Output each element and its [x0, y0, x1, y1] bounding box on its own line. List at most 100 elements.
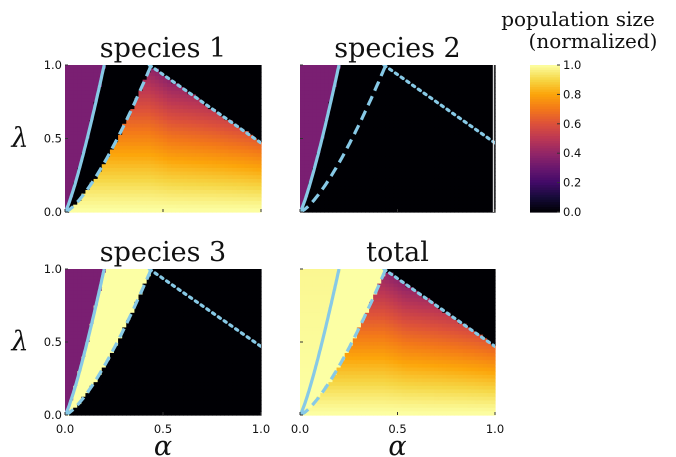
heatmap-cell: [409, 123, 415, 129]
heatmap-cell: [224, 105, 229, 110]
heatmap-cell: [365, 149, 370, 154]
heatmap-cell: [179, 120, 185, 125]
heatmap-cell: [199, 269, 205, 274]
heatmap-cell: [232, 109, 238, 114]
heatmap-cell: [138, 193, 144, 198]
heatmap-cell: [397, 189, 403, 195]
heatmap-cell: [212, 272, 217, 277]
heatmap-cell: [77, 287, 82, 292]
heatmap-cell: [191, 283, 197, 288]
heatmap-cell: [236, 323, 242, 328]
heatmap-cell: [142, 142, 148, 147]
heatmap-cell: [442, 197, 447, 202]
heatmap-cell: [450, 145, 455, 151]
heatmap-cell: [474, 90, 480, 95]
heatmap-cell: [482, 164, 488, 169]
heatmap-cell: [150, 298, 156, 303]
heatmap-cell: [216, 305, 221, 310]
heatmap-cell: [304, 167, 309, 173]
heatmap-cell: [191, 334, 197, 339]
heatmap-cell: [405, 127, 411, 132]
heatmap-cell: [167, 294, 172, 299]
heatmap-cell: [195, 287, 201, 292]
heatmap-cell: [191, 98, 197, 103]
heatmap-cell: [454, 116, 460, 121]
heatmap-cell: [256, 290, 262, 296]
heatmap-cell: [179, 98, 185, 103]
heatmap-cell: [150, 305, 156, 310]
heatmap-cell: [65, 90, 70, 95]
heatmap-cell: [183, 305, 189, 310]
heatmap-cell: [97, 305, 103, 310]
heatmap-cell: [187, 312, 193, 318]
heatmap-cell: [114, 83, 119, 88]
heatmap-cell: [154, 90, 160, 95]
heatmap-cell: [105, 145, 111, 151]
heatmap-cell: [389, 138, 395, 143]
heatmap-cell: [142, 149, 148, 154]
heatmap-cell: [101, 178, 107, 184]
heatmap-cell: [171, 200, 176, 206]
heatmap-cell: [183, 153, 189, 158]
heatmap-cell: [377, 68, 382, 73]
heatmap-cell: [65, 298, 70, 303]
heatmap-cell: [344, 76, 350, 81]
heatmap-cell: [85, 349, 91, 354]
heatmap-cell: [328, 200, 334, 206]
heatmap-cell: [409, 178, 415, 184]
heatmap-cell: [122, 160, 127, 165]
heatmap-cell: [105, 68, 111, 73]
heatmap-cell: [348, 175, 354, 180]
heatmap-cell: [150, 164, 156, 169]
heatmap-cell: [224, 327, 229, 332]
heatmap-cell: [89, 305, 95, 310]
heatmap-cell: [122, 68, 127, 73]
heatmap-cell: [101, 182, 107, 187]
heatmap-cell: [175, 342, 180, 347]
heatmap-cell: [167, 301, 172, 307]
heatmap-cell: [332, 182, 338, 187]
heatmap-cell: [77, 142, 82, 147]
heatmap-cell: [308, 120, 313, 125]
heatmap-cell: [365, 167, 370, 173]
heatmap-cell: [158, 112, 164, 118]
heatmap-cell: [81, 301, 87, 307]
y-tick-label: 0.5: [44, 132, 62, 146]
heatmap-cell: [462, 182, 468, 187]
heatmap-cell: [150, 68, 156, 73]
heatmap-cell: [369, 189, 374, 195]
heatmap-cell: [118, 120, 123, 125]
heatmap-cell: [93, 338, 99, 343]
heatmap-cell: [300, 68, 305, 73]
heatmap-cell: [417, 134, 423, 140]
heatmap-cell: [191, 123, 197, 129]
heatmap-cell: [240, 167, 246, 173]
heatmap-cell: [312, 208, 317, 213]
heatmap-cell: [401, 94, 407, 99]
heatmap-cell: [220, 197, 225, 202]
heatmap-cell: [409, 197, 415, 202]
heatmap-cell: [207, 349, 213, 354]
heatmap-cell: [417, 208, 423, 213]
heatmap-cell: [417, 138, 423, 143]
heatmap-cell: [187, 87, 193, 92]
heatmap-cell: [434, 193, 439, 198]
heatmap-cell: [236, 153, 242, 158]
heatmap-cell: [248, 345, 254, 350]
heatmap-cell: [126, 65, 131, 70]
heatmap-cell: [352, 204, 358, 209]
heatmap-cell: [154, 171, 160, 176]
heatmap-cell: [454, 131, 460, 136]
heatmap-cell: [183, 294, 189, 299]
heatmap-cell: [138, 279, 144, 285]
heatmap-cell: [216, 175, 221, 180]
heatmap-cell: [93, 287, 99, 292]
heatmap-cell: [126, 145, 131, 151]
heatmap-cell: [244, 193, 250, 198]
heatmap-cell: [405, 134, 411, 140]
heatmap-cell: [81, 305, 87, 310]
heatmap-cell: [385, 197, 390, 202]
heatmap-cell: [142, 193, 148, 198]
heatmap-cell: [199, 76, 205, 81]
heatmap-cell: [434, 87, 439, 92]
